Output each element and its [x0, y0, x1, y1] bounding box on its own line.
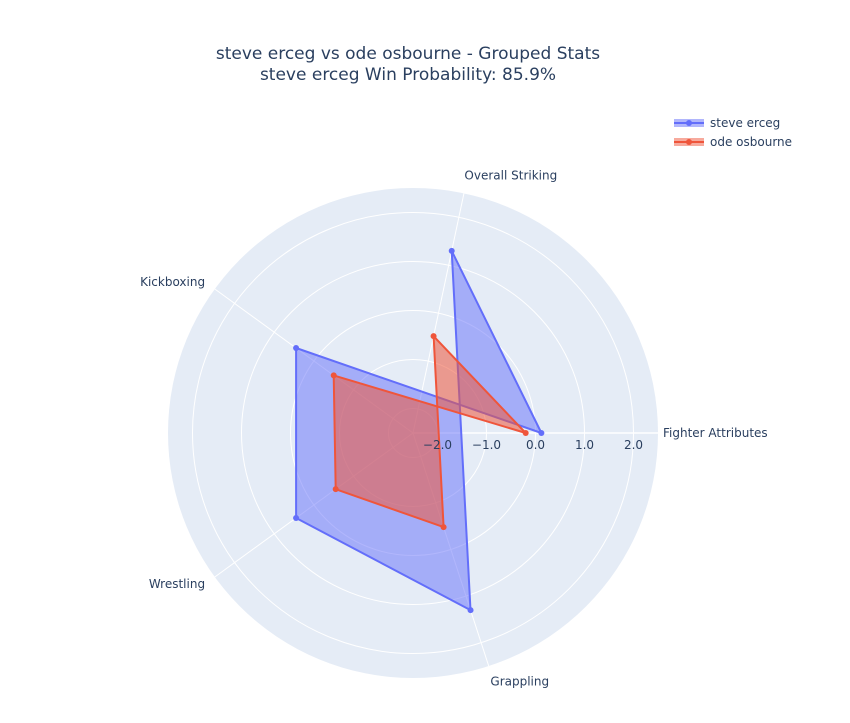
- data-point[interactable]: [293, 345, 300, 352]
- data-point[interactable]: [293, 514, 300, 521]
- data-point[interactable]: [330, 372, 337, 379]
- legend-label: steve erceg: [710, 116, 780, 130]
- legend-item[interactable]: steve erceg: [674, 116, 780, 130]
- polar-plot-area: −2.0 −1.0 0.0 1.0 2.0 Fighter Attributes Overa…: [140, 169, 768, 689]
- legend-item[interactable]: ode osbourne: [674, 135, 792, 149]
- radial-tick-label: −1.0: [472, 438, 501, 452]
- data-point[interactable]: [430, 333, 437, 340]
- data-point[interactable]: [522, 430, 529, 436]
- angular-axis-label: Fighter Attributes: [663, 426, 768, 440]
- legend-marker: [686, 120, 692, 126]
- data-point[interactable]: [440, 524, 447, 531]
- data-point[interactable]: [332, 486, 339, 493]
- data-point[interactable]: [448, 247, 455, 254]
- angular-axis-label: Wrestling: [149, 577, 205, 591]
- legend-label: ode osbourne: [710, 135, 792, 149]
- legend-marker: [686, 139, 692, 145]
- angular-axis-label: Kickboxing: [140, 275, 205, 289]
- angular-axis-label: Grappling: [490, 674, 549, 688]
- radial-tick-label: 2.0: [624, 438, 643, 452]
- radial-tick-label: −2.0: [423, 438, 452, 452]
- chart-title: steve erceg vs ode osbourne - Grouped St…: [216, 44, 600, 64]
- radial-tick-label: 1.0: [575, 438, 594, 452]
- data-point[interactable]: [467, 607, 474, 614]
- angular-axis-label: Overall Striking: [464, 169, 557, 183]
- legend[interactable]: steve erceg ode osbourne: [674, 116, 792, 149]
- radial-tick-label: 0.0: [526, 438, 545, 452]
- data-point[interactable]: [538, 430, 545, 436]
- chart-subtitle: steve erceg Win Probability: 85.9%: [260, 65, 556, 85]
- series-area-ode-osbourne[interactable]: [332, 335, 527, 529]
